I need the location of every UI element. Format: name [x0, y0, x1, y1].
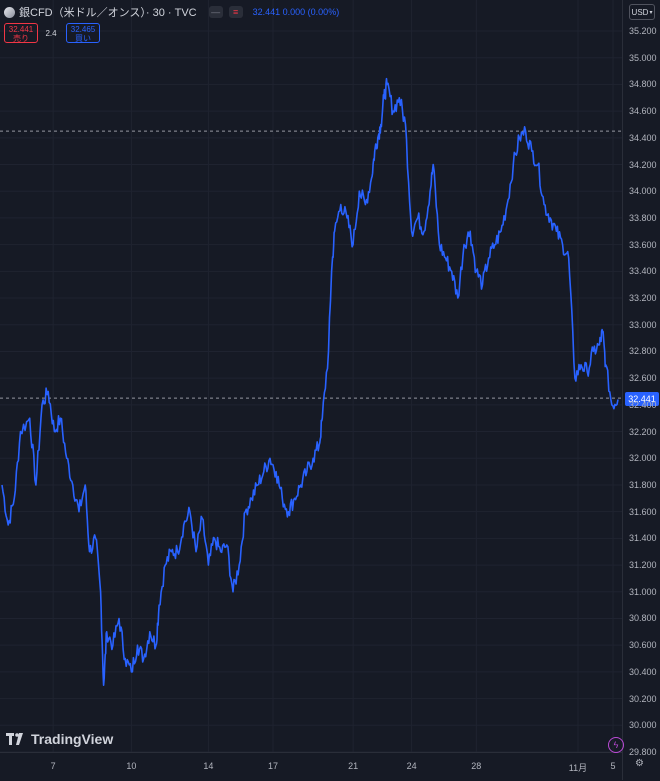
gear-icon[interactable]: ⚙: [635, 758, 644, 769]
tradingview-logo[interactable]: TradingView: [6, 731, 113, 747]
price-tick-label: 34.600: [629, 106, 657, 117]
currency-button[interactable]: USD ▾: [629, 4, 655, 20]
current-price-label: 32.441: [625, 392, 659, 407]
sell-price: 32.441: [8, 25, 34, 34]
time-tick-label: 7: [50, 761, 56, 771]
price-tick-label: 33.800: [629, 212, 657, 223]
price-tick-label: 31.000: [629, 586, 657, 597]
price-tick-label: 29.800: [629, 747, 657, 757]
tradingview-logo-icon: [6, 733, 23, 745]
chevron-down-icon: ▾: [649, 9, 653, 16]
price-tick-label: 35.000: [629, 52, 657, 63]
time-tick-label: 28: [471, 761, 482, 771]
price-tick-label: 32.400: [629, 399, 657, 410]
price-tick-label: 35.200: [629, 26, 657, 36]
sell-button[interactable]: 32.441 売り: [4, 23, 38, 43]
buy-button[interactable]: 32.465 買い: [66, 23, 100, 43]
quote-readout: 32.441 0.000 (0.00%): [252, 7, 340, 17]
time-axis[interactable]: 7 10 14 17 21 24 28 11月 5: [0, 752, 622, 781]
price-tick-label: 32.800: [629, 346, 657, 357]
price-tick-label: 31.600: [629, 506, 657, 517]
price-tick-label: 30.800: [629, 613, 657, 624]
price-axis[interactable]: USD ▾ 32.441 ⚙ 35.200 35.000 34.800 34.600 3…: [622, 0, 660, 780]
price-tick-label: 33.200: [629, 293, 657, 304]
brand-name: TradingView: [31, 731, 114, 747]
symbol-title[interactable]: 銀CFD（米ドル／オンス）· 30 · TVC: [19, 7, 197, 19]
time-tick-label: 21: [348, 761, 359, 771]
minus-icon[interactable]: —: [208, 6, 223, 18]
price-tick-label: 30.600: [629, 640, 657, 651]
price-tick-label: 31.200: [629, 560, 657, 571]
spread-value: 2.4: [45, 28, 57, 38]
price-tick-label: 33.400: [629, 266, 657, 277]
buy-label: 買い: [75, 34, 91, 43]
price-tick-label: 30.400: [629, 666, 657, 677]
bolt-icon[interactable]: ϟ: [608, 737, 624, 753]
price-tick-label: 31.400: [629, 533, 657, 544]
time-tick-label: 14: [203, 761, 214, 771]
price-tick-label: 32.000: [629, 453, 657, 464]
trade-panel: 32.441 売り 2.4 32.465 買い: [4, 23, 100, 43]
price-tick-label: 34.200: [629, 159, 657, 170]
price-tick-label: 34.000: [629, 186, 657, 197]
time-tick-label: 24: [406, 761, 417, 771]
time-tick-label: 5: [610, 761, 616, 771]
price-tick-label: 32.200: [629, 426, 657, 437]
price-tick-label: 34.400: [629, 132, 657, 143]
price-series: [1, 77, 619, 686]
equals-icon[interactable]: ≡: [228, 6, 243, 18]
time-tick-label: 10: [126, 761, 137, 771]
reference-lines: [0, 130, 622, 399]
price-tick-label: 30.000: [629, 720, 657, 731]
chart-header: 銀CFD（米ドル／オンス）· 30 · TVC — ≡ 32.441 0.000…: [4, 4, 339, 20]
time-tick-label: 17: [268, 761, 279, 771]
currency-label: USD: [631, 7, 649, 17]
price-tick-label: 30.200: [629, 693, 657, 704]
price-tick-label: 31.800: [629, 479, 657, 490]
price-chart[interactable]: [0, 0, 622, 752]
buy-price: 32.465: [70, 25, 96, 34]
price-tick-label: 32.600: [629, 373, 657, 384]
price-tick-label: 33.000: [629, 319, 657, 330]
silver-symbol-icon: [4, 6, 15, 18]
price-tick-label: 34.800: [629, 79, 657, 90]
sell-label: 売り: [13, 34, 29, 43]
series-line: [1, 77, 619, 686]
time-tick-label: 11月: [568, 763, 588, 773]
chart-grid: [0, 0, 622, 752]
price-tick-label: 33.600: [629, 239, 657, 250]
